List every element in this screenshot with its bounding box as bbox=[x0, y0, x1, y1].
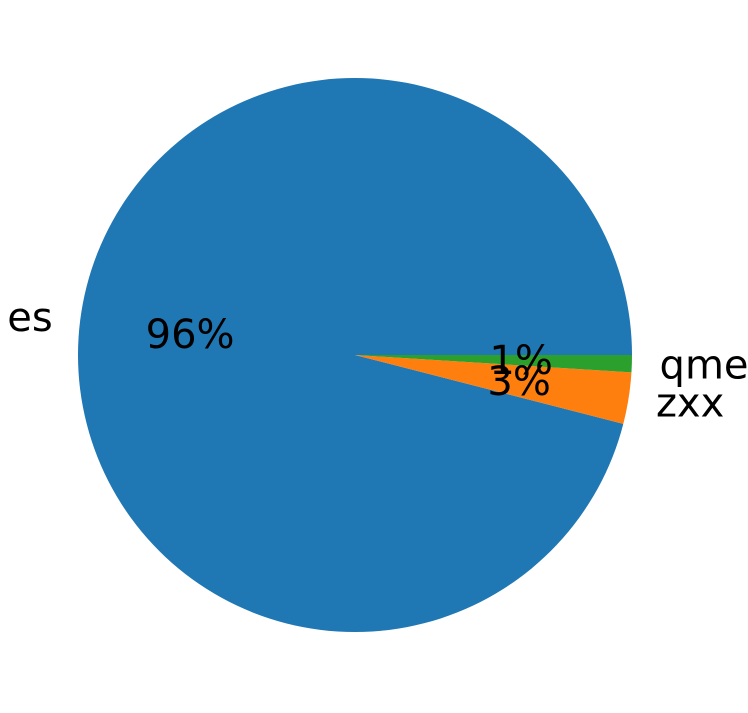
pie-slices-group bbox=[77, 78, 632, 633]
pie-pct-label-qme: 1% bbox=[489, 338, 552, 384]
pie-pct-label-zxx: 3% bbox=[487, 359, 550, 405]
pie-label-qme: qme bbox=[660, 343, 748, 389]
pie-slice-qme bbox=[355, 355, 632, 373]
pie-labels-group: 96% es 3% zxx 1% qme bbox=[7, 295, 748, 427]
pie-label-es: es bbox=[7, 295, 52, 341]
pie-slice-zxx bbox=[355, 355, 632, 424]
pie-slice-es bbox=[77, 78, 632, 633]
pie-label-zxx: zxx bbox=[656, 381, 724, 427]
pie-pct-label-es: 96% bbox=[146, 312, 235, 358]
